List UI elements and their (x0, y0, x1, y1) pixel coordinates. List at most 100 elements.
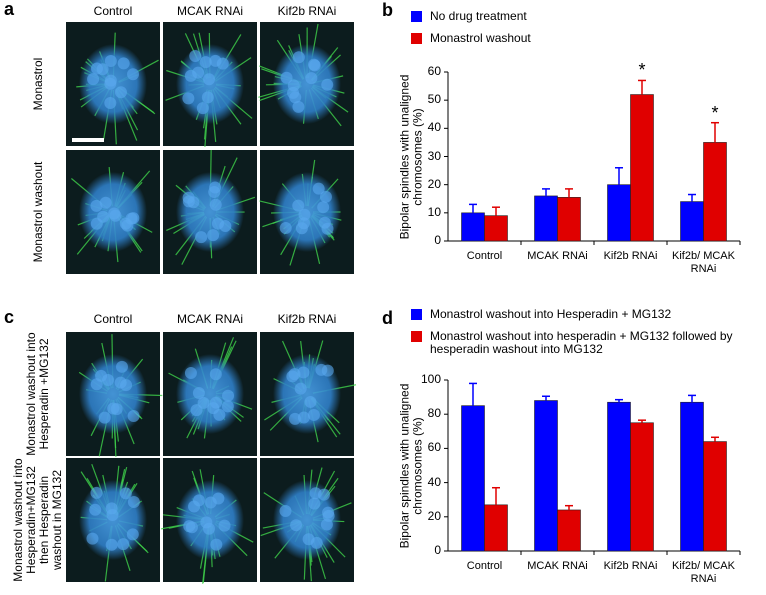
chromosome (286, 370, 299, 383)
error-bar (469, 203, 477, 213)
chromosome (89, 503, 102, 516)
legend-swatch (411, 309, 422, 320)
chromosome (209, 198, 222, 211)
chromosome (290, 519, 303, 532)
column-label: MCAK RNAi (176, 4, 243, 18)
chromosome (87, 73, 100, 86)
error-bar (711, 121, 719, 143)
chromosome (117, 57, 130, 70)
chromosome (188, 500, 201, 513)
chromosome (105, 538, 118, 551)
chromosome (212, 492, 225, 505)
error-bar (542, 395, 550, 401)
chromosome (292, 199, 305, 212)
chromosome (279, 505, 292, 518)
legend-swatch (411, 33, 422, 44)
chromosome (121, 219, 134, 232)
chromosome (312, 182, 325, 195)
chromosome (187, 196, 200, 209)
y-tick-label: 0 (434, 233, 441, 247)
y-tick-label: 20 (427, 508, 441, 523)
error-bar (469, 382, 477, 406)
chromosome (295, 222, 308, 235)
chromosome (208, 186, 221, 199)
error-bar (492, 486, 500, 505)
x-tick-label: MCAK RNAi (527, 560, 588, 572)
chromosome (117, 538, 130, 551)
chromosome (292, 51, 305, 64)
bar (484, 215, 508, 242)
chromosome (184, 366, 197, 379)
panel-label: a (4, 0, 15, 19)
chromosome (86, 532, 99, 545)
bar (680, 401, 704, 552)
column-label: MCAK RNAi (176, 312, 243, 326)
chromosome (319, 190, 332, 203)
chromosome (96, 63, 109, 76)
chromosomes (79, 354, 147, 434)
chromosome (199, 56, 212, 69)
bar (607, 401, 631, 552)
chromosome (108, 207, 121, 220)
chromosome (304, 395, 317, 408)
chromosome (305, 72, 318, 85)
chromosome (202, 522, 215, 535)
bar (534, 195, 558, 242)
chromosome (289, 91, 302, 104)
legend-label: Monastrol washout into Hesperadin + MG13… (430, 307, 672, 321)
bar (557, 197, 581, 242)
chromosome (192, 387, 205, 400)
bar (680, 201, 704, 242)
row-label: Monastrol washout into Hesperadin +MG132 (24, 332, 51, 456)
column-label: Kif2b RNAi (277, 4, 337, 18)
chromosome (280, 71, 293, 84)
chromosome (297, 366, 310, 379)
y-tick-label: 40 (427, 120, 441, 135)
chromosome (195, 231, 208, 244)
chromosome (297, 411, 310, 424)
error-bar (492, 206, 500, 216)
row-label: Monastrol washout (30, 161, 45, 263)
chromosome (90, 199, 103, 212)
legend-label: No drug treatment (430, 9, 527, 23)
error-bar (688, 394, 696, 403)
y-tick-label: 50 (427, 92, 441, 107)
chromosome (308, 59, 321, 72)
chromosome (308, 497, 321, 510)
row-label: Monastrol washout into Hesperadin+MG132 … (11, 458, 64, 582)
chromosome (90, 217, 103, 230)
error-bar (615, 167, 623, 185)
chromosome (197, 396, 210, 409)
error-bar (565, 188, 573, 198)
chromosome (98, 411, 111, 424)
column-label: Control (93, 312, 133, 326)
chromosome (320, 518, 333, 531)
x-tick-label: Kif2b RNAi (603, 250, 658, 262)
legend-swatch (411, 11, 422, 22)
chromosomes (176, 172, 244, 252)
y-tick-label: 60 (427, 64, 441, 78)
error-bar (638, 419, 646, 423)
chromosome (289, 412, 302, 425)
panel-label: c (4, 307, 15, 327)
column-label: Kif2b RNAi (277, 312, 337, 326)
chromosome (207, 229, 220, 242)
chromosome (120, 379, 133, 392)
x-tick-label: Kif2b RNAi (603, 560, 658, 572)
chromosome (110, 403, 123, 416)
y-axis-label: Bipolar spindles with unaligned chromoso… (397, 383, 424, 548)
chromosome (294, 382, 307, 395)
chromosome (192, 66, 205, 79)
y-tick-label: 0 (434, 543, 441, 557)
bar (461, 405, 485, 552)
chromosome (182, 92, 195, 105)
chromosome (183, 520, 196, 533)
bar (557, 509, 581, 552)
y-tick-label: 100 (420, 372, 441, 386)
y-tick-label: 20 (427, 176, 441, 191)
bar (461, 212, 485, 242)
x-tick-label: Control (466, 250, 503, 262)
bar (607, 184, 631, 242)
y-tick-label: 30 (427, 148, 441, 163)
